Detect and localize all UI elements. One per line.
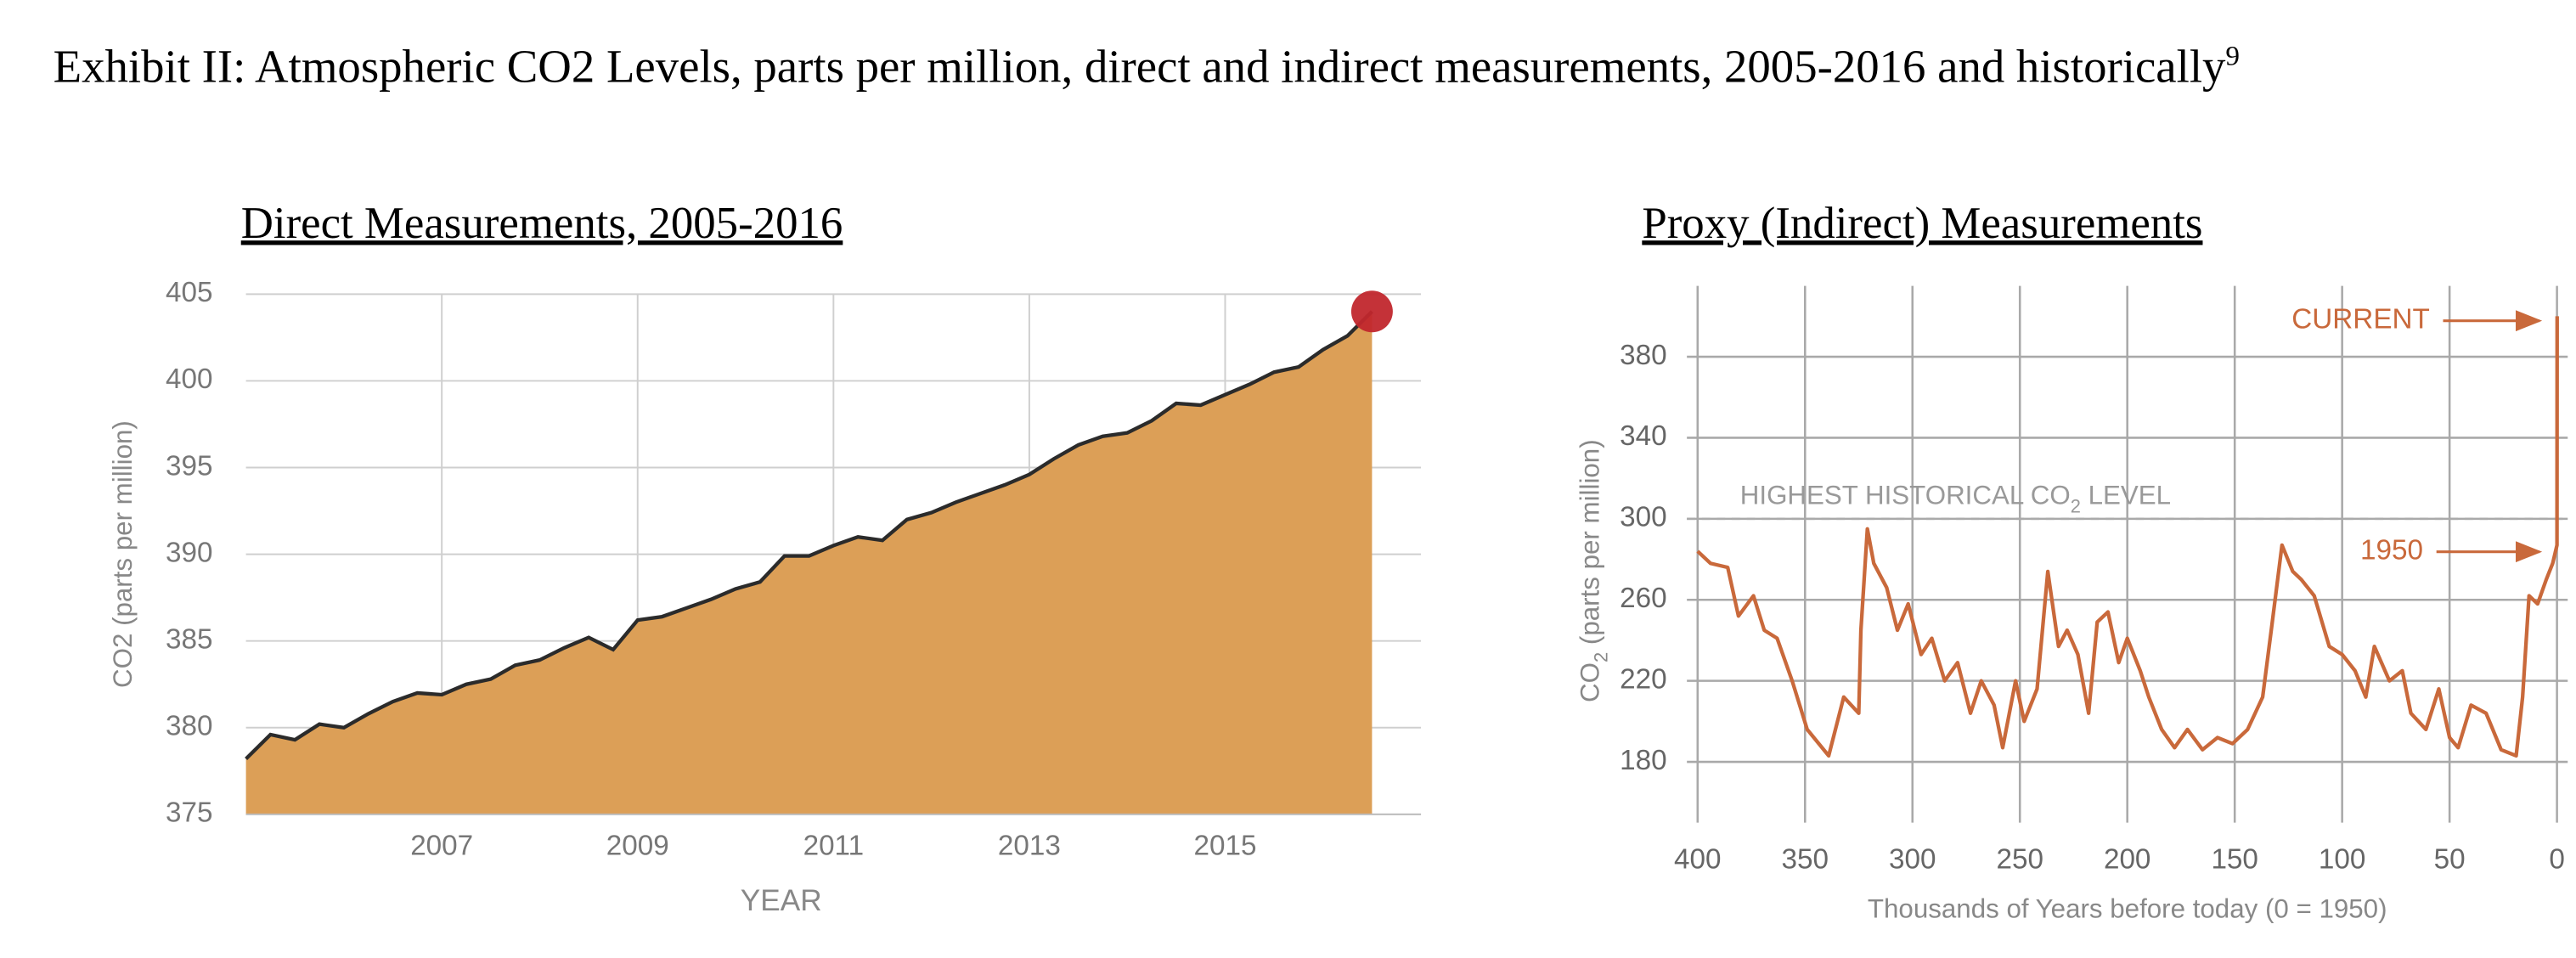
text-part: CO2 (parts per million) (108, 420, 138, 688)
text-part: (parts per million) (1575, 439, 1605, 651)
x-tick-label: 2009 (606, 831, 669, 862)
text-part: LEVEL (2081, 481, 2171, 510)
y-tick-label: 385 (166, 623, 212, 655)
line (245, 310, 1373, 761)
text-part: CO (1575, 662, 1605, 702)
reference-label: HIGHEST HISTORICAL CO2 LEVEL (1740, 481, 2171, 517)
x-tick-label: 2011 (803, 831, 865, 862)
x-axis-label: YEAR (741, 884, 822, 917)
text-part: 2 (1591, 652, 1612, 662)
x-tick-label: 400 (1674, 843, 1721, 875)
line (1696, 316, 2559, 758)
y-tick-label: 220 (1620, 663, 1666, 695)
x-tick-label: 300 (1889, 843, 1936, 875)
text-part: 2 (2071, 496, 2081, 517)
x-tick-label: 350 (1782, 843, 1829, 875)
y-tick-label: 390 (166, 537, 212, 568)
x-tick-label: 2015 (1194, 831, 1257, 862)
y-tick-label: 380 (1620, 340, 1666, 371)
current-marker (1350, 290, 1393, 333)
annotation: 1950 (2360, 534, 2423, 566)
x-tick-label: 200 (2104, 843, 2150, 875)
annotation: CURRENT (2291, 303, 2430, 335)
y-tick-label: 260 (1620, 583, 1666, 614)
area (245, 311, 1373, 814)
x-axis-label: Thousands of Years before today (0 = 195… (1868, 894, 2387, 924)
y-tick-label: 395 (166, 450, 212, 482)
y-tick-label: 405 (166, 277, 212, 308)
text-part: HIGHEST HISTORICAL CO (1740, 481, 2071, 510)
x-tick-label: 0 (2549, 843, 2565, 875)
chart-title: Proxy (Indirect) Measurements (1642, 199, 2202, 248)
x-tick-label: 2007 (410, 831, 473, 862)
chart-title: Direct Measurements, 2005-2016 (241, 199, 843, 248)
y-axis-label: CO2 (parts per million) (1575, 439, 1612, 702)
y-tick-label: 300 (1620, 502, 1666, 533)
y-axis-label: CO2 (parts per million) (108, 420, 138, 688)
x-tick-label: 50 (2434, 843, 2466, 875)
x-tick-label: 150 (2211, 843, 2258, 875)
x-tick-label: 250 (1996, 843, 2043, 875)
y-tick-label: 375 (166, 797, 212, 829)
title-text: Exhibit II: Atmospheric CO2 Levels, part… (53, 42, 2226, 94)
x-tick-label: 2013 (998, 831, 1061, 862)
y-tick-label: 400 (166, 363, 212, 395)
y-tick-label: 340 (1620, 420, 1666, 452)
y-tick-label: 380 (166, 711, 212, 742)
y-tick-label: 180 (1620, 745, 1666, 776)
x-tick-label: 100 (2319, 843, 2365, 875)
footnote: 9 (2225, 39, 2241, 72)
exhibit-title: Exhibit II: Atmospheric CO2 Levels, part… (54, 23, 2289, 102)
